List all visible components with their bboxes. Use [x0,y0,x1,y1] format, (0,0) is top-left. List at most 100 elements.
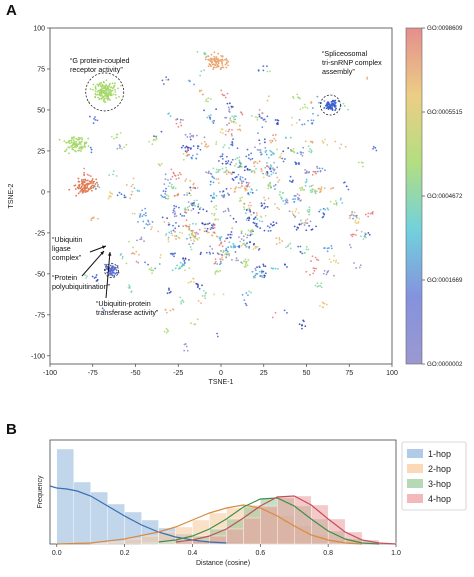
scatter-point [90,151,93,154]
scatter-point [118,144,121,146]
scatter-point [238,244,241,247]
scatter-point [249,210,252,213]
scatter-point [195,231,198,234]
scatter-point [223,194,226,197]
scatter-point [233,164,236,167]
scatter-point [210,200,213,203]
scatter-point [221,132,224,135]
scatter-point [96,279,99,282]
scatter-point [93,277,96,279]
scatter-point [182,301,185,303]
scatter-point [177,193,180,196]
scatter-point [204,58,207,61]
scatter-point [252,221,255,224]
scatter-point [188,258,190,261]
scatter-point [130,193,133,196]
scatter-point [280,152,283,155]
annotation-arrowhead [107,252,112,256]
scatter-point [293,200,296,203]
scatter-point [220,54,222,57]
scatter-point [270,267,273,270]
scatter-point [247,157,250,160]
scatter-point [174,252,176,255]
scatter-point [103,86,106,88]
scatter-point [78,149,81,152]
scatter-point [246,148,249,151]
scatter-point [225,166,227,169]
scatter-point [250,204,252,207]
scatter-point [184,146,187,149]
scatter-point [168,112,170,115]
scatter-point [189,236,192,239]
scatter-point [170,230,173,233]
scatter-point [109,264,112,267]
scatter-point [273,137,276,140]
scatter-point [221,155,224,158]
scatter-point [215,270,218,273]
scatter-point [114,90,117,93]
scatter-point [65,148,68,151]
scatter-point [210,61,213,64]
scatter-point [196,283,199,286]
scatter-point [301,252,304,255]
scatter-point [144,261,147,264]
scatter-point [215,66,218,68]
scatter-point [116,133,119,136]
scatter-point [311,141,314,144]
scatter-point [193,323,196,326]
scatter-point [308,224,311,227]
scatter-point [310,191,312,194]
scatter-point [234,176,237,179]
scatter-point [95,178,98,181]
scatter-point [219,155,222,158]
scatter-point [186,148,189,151]
scatter-point [215,171,218,174]
scatter-point [225,255,228,258]
histogram-bar-1-hop [90,491,108,545]
scatter-point [204,145,206,148]
colorbar-tick-label: GO:0000002 [427,361,463,368]
scatter-point [222,250,225,253]
scatter-point [116,194,119,197]
scatter-point [247,219,250,222]
scatter-point [240,238,243,240]
scatter-point [223,144,226,147]
scatter-point [353,262,355,264]
scatter-point [247,204,250,207]
scatter-point [185,345,188,348]
scatter-point [221,258,224,261]
scatter-point [199,253,202,256]
scatter-point [175,221,177,224]
density-curve-3-hop [158,497,380,545]
scatter-point [190,280,193,283]
scatter-point [169,290,172,293]
scatter-point [224,116,226,119]
scatter-point [235,162,237,165]
annotation-arrowhead [102,245,106,249]
scatter-point [264,166,267,169]
scatter-point [151,269,153,272]
scatter-point [274,183,277,186]
scatter-point [304,171,307,174]
scatter-point [167,240,170,243]
scatter-point [248,290,251,293]
scatter-point [178,231,181,234]
scatter-point [208,231,210,234]
scatter-point [215,208,218,211]
scatter-point [135,260,138,263]
scatter-point [239,240,242,243]
scatter-point [324,138,326,141]
scatter-point [329,107,332,110]
scatter-point [192,222,194,225]
scatter-point [304,140,307,143]
y-tick-label: -25 [35,230,45,237]
scatter-point [184,209,187,212]
scatter-point [235,115,237,118]
scatter-point [220,262,222,265]
scatter-point [210,57,213,60]
scatter-point [255,222,258,225]
scatter-point [367,232,370,234]
scatter-point [192,186,194,189]
scatter-point [139,238,141,241]
